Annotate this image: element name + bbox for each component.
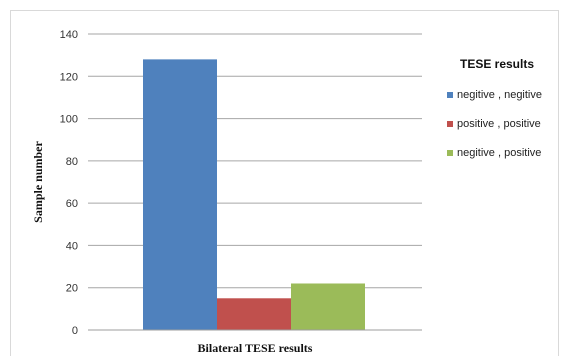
legend-swatch [447, 121, 453, 127]
x-axis-title: Bilateral TESE results [198, 341, 313, 355]
bar-2 [217, 298, 291, 330]
legend: TESE results negitive , negitive positive… [447, 57, 542, 159]
legend-swatch [447, 92, 453, 98]
y-axis-title: Sample number [31, 140, 45, 222]
legend-label: positive , positive [457, 118, 541, 130]
y-tick-label: 20 [66, 283, 78, 295]
gridlines [88, 33, 422, 289]
y-tick-label: 80 [66, 156, 78, 168]
y-tick-label: 40 [66, 240, 78, 252]
legend-swatch [447, 150, 453, 156]
bars [143, 59, 365, 330]
legend-label: negitive , negitive [457, 89, 542, 101]
legend-title: TESE results [460, 57, 534, 71]
bar-3 [291, 283, 365, 330]
y-tick-label: 120 [60, 71, 78, 83]
y-tick-label: 60 [66, 198, 78, 210]
y-tick-label: 140 [60, 29, 78, 41]
y-tick-labels: 0 20 40 60 80 100 120 140 [60, 29, 78, 337]
legend-label: negitive , positive [457, 147, 541, 159]
y-tick-label: 100 [60, 114, 78, 126]
bar-1 [143, 59, 217, 330]
y-tick-label: 0 [72, 325, 78, 337]
